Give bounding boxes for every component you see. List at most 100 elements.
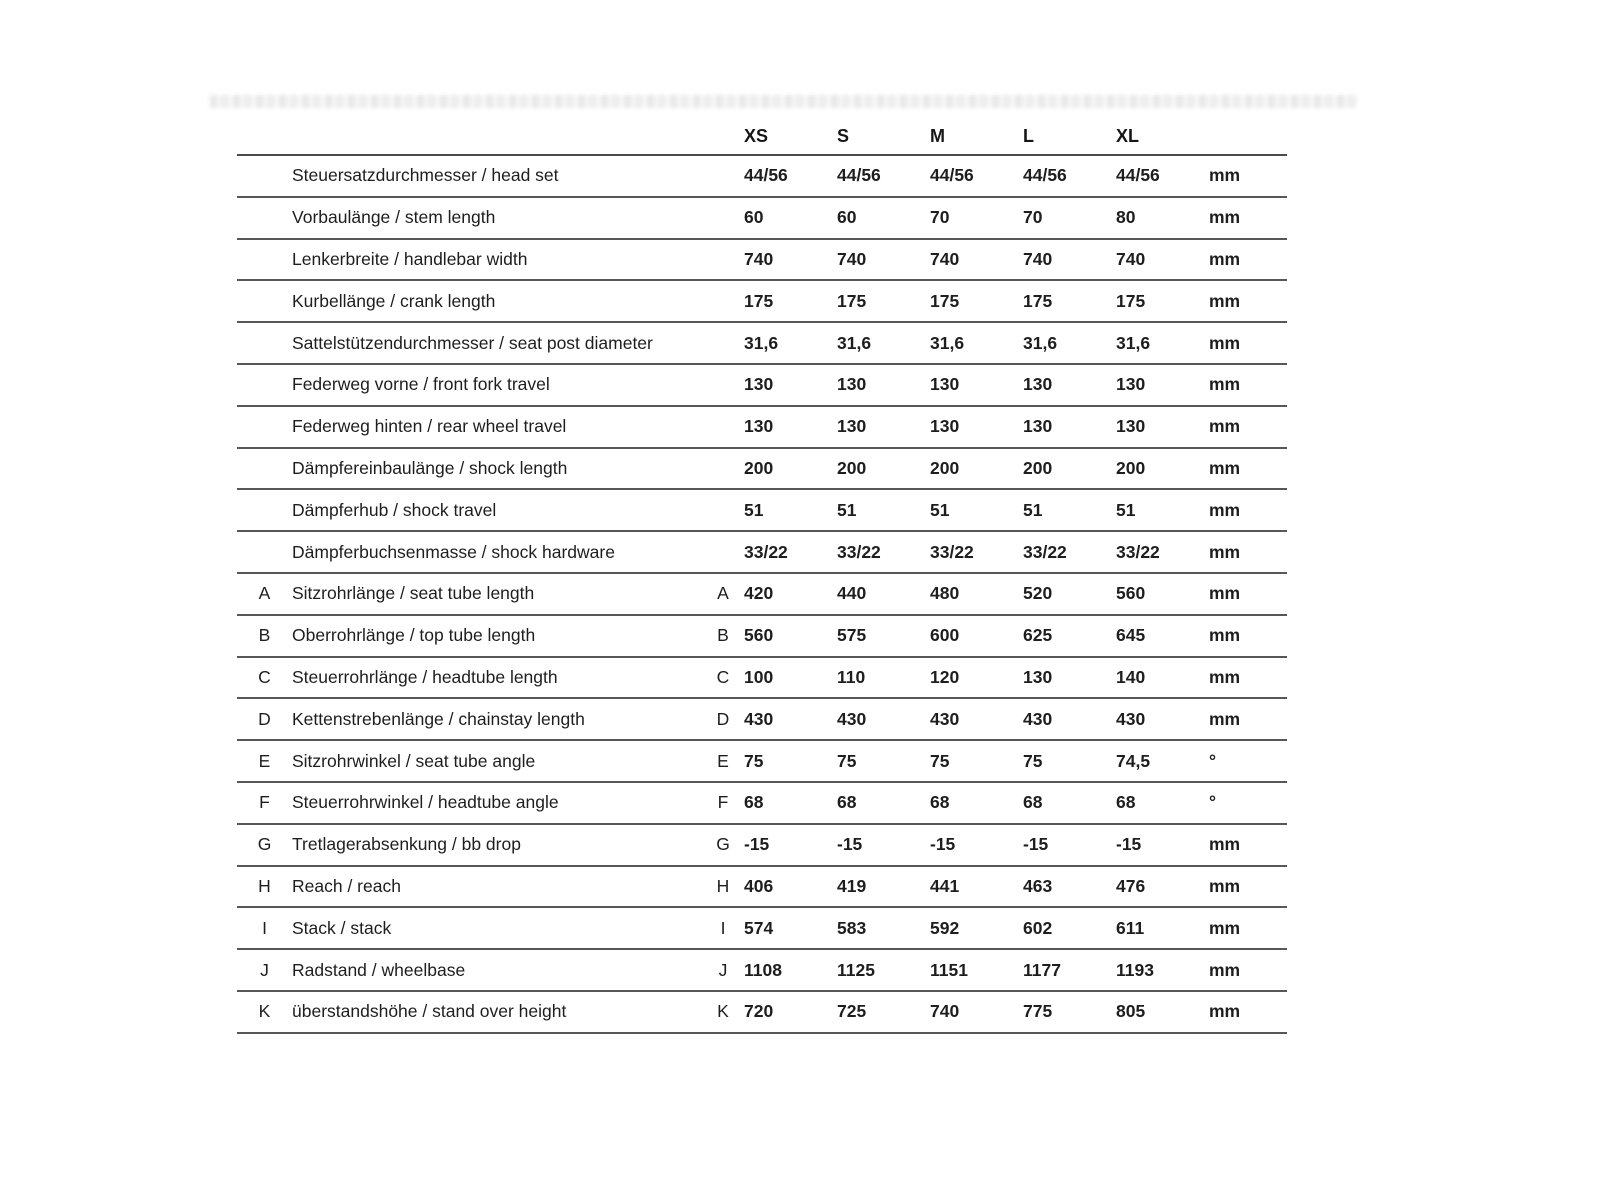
value-m: 51 <box>930 489 1023 533</box>
row-letter: B <box>237 614 292 658</box>
value-xs: -15 <box>744 823 837 867</box>
row-label: Vorbaulänge / stem length <box>292 196 702 240</box>
value-s: 33/22 <box>837 531 930 574</box>
value-xs: 130 <box>744 363 837 407</box>
row-label: Sattelstützendurchmesser / seat post dia… <box>292 322 702 365</box>
row-label: Steuerrohrlänge / headtube length <box>292 656 702 700</box>
header-spacer-label <box>292 118 702 156</box>
row-label: Dämpferbuchsenmasse / shock hardware <box>292 531 702 574</box>
table-row: Lenkerbreite / handlebar width 740 740 740 7… <box>237 238 1287 282</box>
row-letter-repeat <box>702 155 744 198</box>
value-m: 120 <box>930 656 1023 700</box>
row-letter-repeat <box>702 238 744 282</box>
value-xs: 740 <box>744 238 837 282</box>
value-l: 430 <box>1023 698 1116 742</box>
value-xl: 740 <box>1116 238 1209 282</box>
value-s: 200 <box>837 447 930 491</box>
value-xl: 130 <box>1116 363 1209 407</box>
value-xl: 31,6 <box>1116 322 1209 365</box>
value-m: 740 <box>930 990 1023 1034</box>
row-letter: K <box>237 990 292 1034</box>
row-letter: H <box>237 865 292 909</box>
row-letter: G <box>237 823 292 867</box>
row-letter <box>237 196 292 240</box>
row-label: Tretlagerabsenkung / bb drop <box>292 823 702 867</box>
value-xl: 130 <box>1116 405 1209 449</box>
table-row: Dämpfereinbaulänge / shock length 200 200 2… <box>237 447 1287 491</box>
value-m: 441 <box>930 865 1023 909</box>
row-unit: mm <box>1209 656 1287 700</box>
row-letter: C <box>237 656 292 700</box>
row-letter-repeat: E <box>702 740 744 783</box>
row-letter: D <box>237 698 292 742</box>
value-xs: 720 <box>744 990 837 1034</box>
row-unit: mm <box>1209 572 1287 616</box>
value-xs: 200 <box>744 447 837 491</box>
header-spacer-letter <box>237 118 292 156</box>
value-xl: 44/56 <box>1116 155 1209 198</box>
value-l: 775 <box>1023 990 1116 1034</box>
value-l: 1177 <box>1023 949 1116 992</box>
row-unit: mm <box>1209 698 1287 742</box>
value-xl: 560 <box>1116 572 1209 616</box>
value-s: 31,6 <box>837 322 930 365</box>
row-letter <box>237 405 292 449</box>
table-row: G Tretlagerabsenkung / bb drop G -15 -15 -15-… <box>237 823 1287 867</box>
value-s: 575 <box>837 614 930 658</box>
value-s: 130 <box>837 405 930 449</box>
value-xl: 611 <box>1116 907 1209 951</box>
table-row: Vorbaulänge / stem length 60 60 70 70 80 mm <box>237 196 1287 240</box>
value-m: 480 <box>930 572 1023 616</box>
value-m: 33/22 <box>930 531 1023 574</box>
value-xl: 80 <box>1116 196 1209 240</box>
value-l: 175 <box>1023 280 1116 324</box>
row-label: Steuersatzdurchmesser / head set <box>292 155 702 198</box>
value-xs: 51 <box>744 489 837 533</box>
value-xs: 31,6 <box>744 322 837 365</box>
row-unit: mm <box>1209 155 1287 198</box>
value-xs: 560 <box>744 614 837 658</box>
value-xl: 805 <box>1116 990 1209 1034</box>
value-l: 70 <box>1023 196 1116 240</box>
value-s: 60 <box>837 196 930 240</box>
value-xs: 130 <box>744 405 837 449</box>
value-xs: 75 <box>744 740 837 783</box>
row-letter-repeat <box>702 322 744 365</box>
row-letter-repeat: H <box>702 865 744 909</box>
table-row: H Reach / reach H 406 419 441 463 476 mm <box>237 865 1287 909</box>
value-xl: 645 <box>1116 614 1209 658</box>
header-spacer-letter-repeat <box>702 118 744 156</box>
value-s: 175 <box>837 280 930 324</box>
value-l: 75 <box>1023 740 1116 783</box>
row-unit: mm <box>1209 865 1287 909</box>
row-label: Radstand / wheelbase <box>292 949 702 992</box>
row-unit: mm <box>1209 322 1287 365</box>
row-label: Sitzrohrwinkel / seat tube angle <box>292 740 702 783</box>
row-letter: F <box>237 781 292 825</box>
value-m: 44/56 <box>930 155 1023 198</box>
value-l: 740 <box>1023 238 1116 282</box>
blurred-title-placeholder <box>210 95 1357 108</box>
size-header-xs: XS <box>744 118 837 156</box>
value-m: 600 <box>930 614 1023 658</box>
value-m: 1151 <box>930 949 1023 992</box>
header-spacer-unit <box>1209 118 1287 156</box>
value-xl: 200 <box>1116 447 1209 491</box>
value-m: 130 <box>930 363 1023 407</box>
value-s: 130 <box>837 363 930 407</box>
row-unit: mm <box>1209 280 1287 324</box>
row-letter: J <box>237 949 292 992</box>
row-letter-repeat: D <box>702 698 744 742</box>
row-unit: mm <box>1209 531 1287 574</box>
row-unit: ° <box>1209 781 1287 825</box>
size-header-m: M <box>930 118 1023 156</box>
value-s: 440 <box>837 572 930 616</box>
row-letter <box>237 155 292 198</box>
row-unit: mm <box>1209 823 1287 867</box>
row-unit: mm <box>1209 238 1287 282</box>
table-row: F Steuerrohrwinkel / headtube angle F 68 68 6… <box>237 781 1287 825</box>
table-row: Sattelstützendurchmesser / seat post dia… <box>237 322 1287 365</box>
row-label: Federweg hinten / rear wheel travel <box>292 405 702 449</box>
table-row: J Radstand / wheelbase J 1108 1125 1151 1177 11… <box>237 949 1287 992</box>
